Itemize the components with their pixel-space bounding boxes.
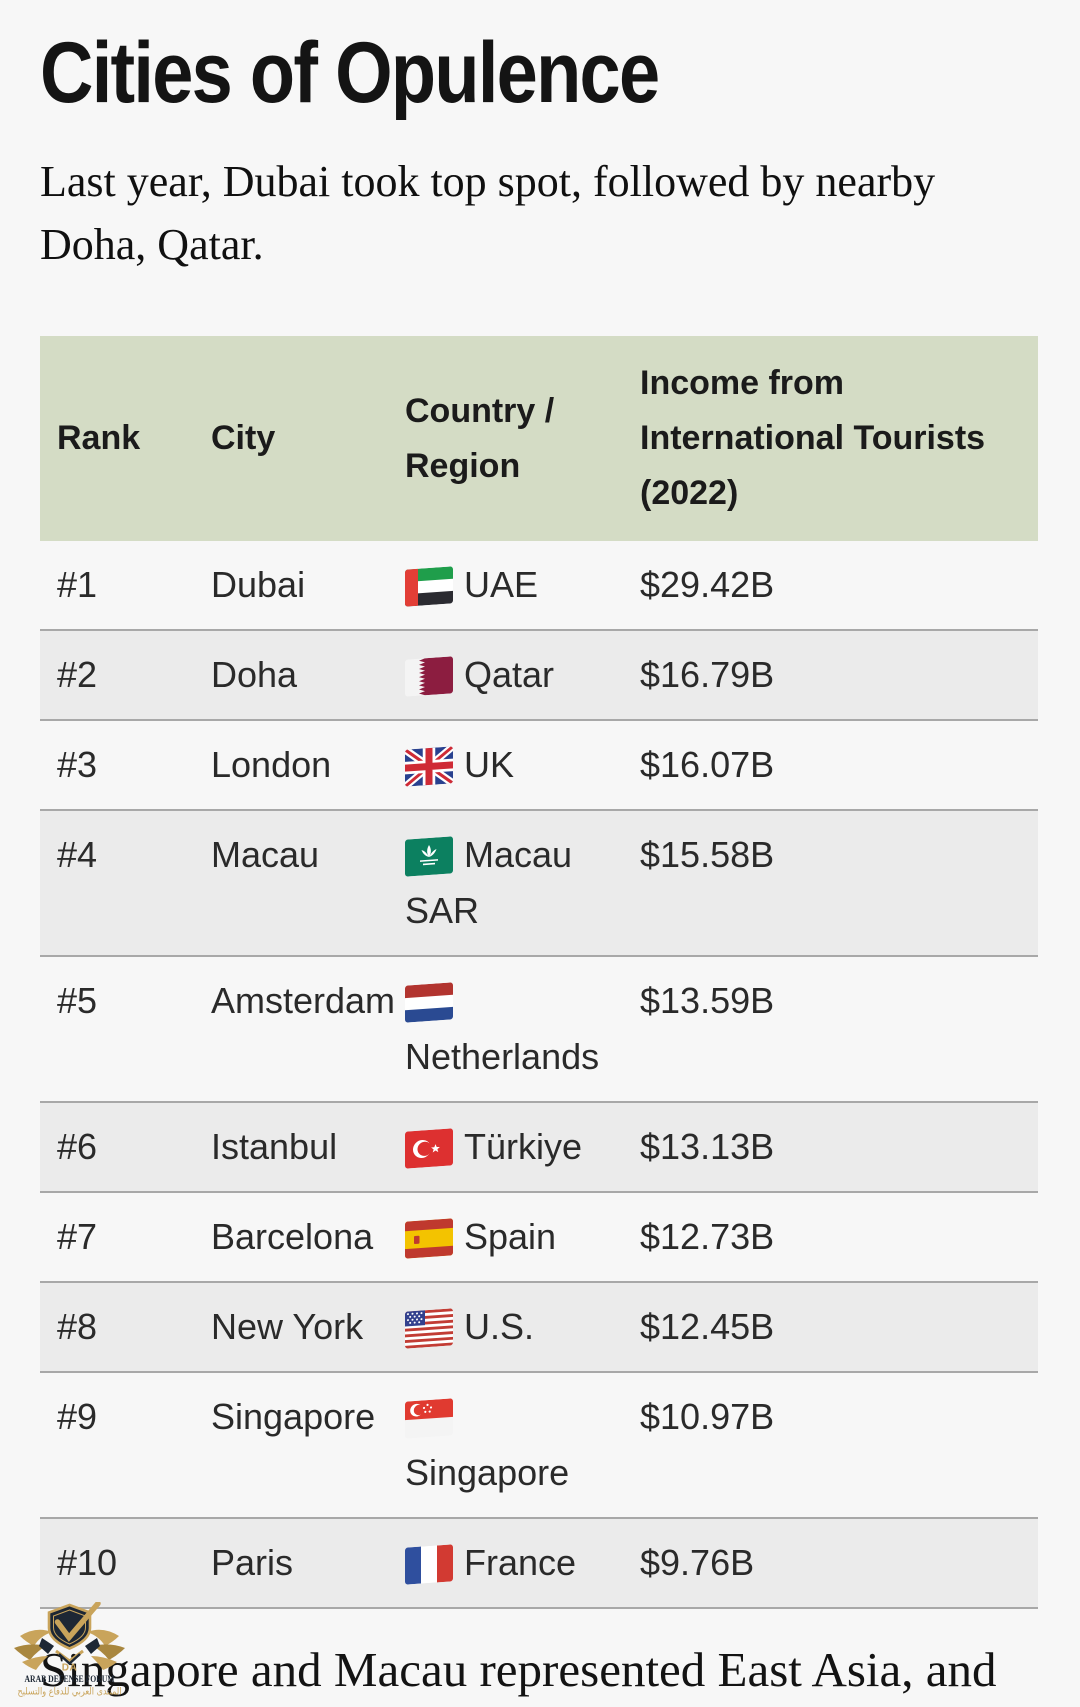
- income-cell: $13.59B: [640, 980, 775, 1021]
- income-cell: $10.97B: [640, 1396, 775, 1437]
- rank-cell: #2: [40, 629, 194, 721]
- page-title: Cities of Opulence: [40, 25, 660, 121]
- table-row: #2 Doha Qatar $16.79B: [40, 629, 1038, 721]
- rank-cell: #9: [57, 1396, 98, 1437]
- watermark-monogram: DA: [62, 1663, 77, 1674]
- income-cell: $12.73B: [640, 1216, 775, 1257]
- table-row: #8 New York U.S. $12.45B: [40, 1281, 1038, 1373]
- country-cell: U.S.: [388, 1281, 623, 1373]
- country-label: Qatar: [464, 654, 555, 695]
- header-row: Rank City Country / Region Income from I…: [40, 336, 1038, 541]
- rank-cell: #1: [57, 564, 98, 605]
- country-label: UK: [464, 744, 515, 785]
- city-cell: London: [211, 744, 332, 785]
- country-cell: Singapore: [388, 1372, 623, 1518]
- arab-defense-forum-watermark: DA ARAB DEFENSE FORUM المنتدى العربي للد…: [12, 1600, 127, 1702]
- city-cell: Paris: [194, 1517, 388, 1609]
- city-cell: Istanbul: [194, 1101, 388, 1193]
- income-cell: $13.13B: [623, 1101, 1038, 1193]
- table-row: #9 Singapore Singapore $10.97B: [40, 1372, 1038, 1518]
- table-row: #5 Amsterdam Netherlands $13.59B: [40, 956, 1038, 1102]
- income-cell: $9.76B: [623, 1517, 1038, 1609]
- city-cell: Macau: [194, 809, 388, 957]
- country-label: Macau SAR: [405, 834, 573, 931]
- country-label: U.S.: [464, 1306, 535, 1347]
- country-cell: Qatar: [388, 629, 623, 721]
- column-header-rank: Rank: [40, 336, 194, 541]
- forum-logo-icon: DA ARAB DEFENSE FORUM المنتدى العربي للد…: [14, 1600, 125, 1698]
- table-row: #7 Barcelona Spain $12.73B: [40, 1192, 1038, 1282]
- rank-cell: #7: [57, 1216, 98, 1257]
- income-cell: $12.45B: [623, 1281, 1038, 1373]
- flag-uae-icon: [405, 566, 453, 607]
- income-cell: $15.58B: [623, 809, 1038, 957]
- article-content: Cities of Opulence Last year, Dubai took…: [0, 30, 1080, 1701]
- city-cell: Doha: [194, 629, 388, 721]
- column-header-income: Income from International Tourists (2022…: [623, 336, 1038, 541]
- table-row: #3 London UK $16.07B: [40, 720, 1038, 810]
- table-body: #1 Dubai UAE $29.42B #2 Doha Qatar $16.7…: [40, 541, 1038, 1609]
- income-cell: $16.07B: [640, 744, 775, 785]
- country-label: Spain: [464, 1216, 557, 1257]
- flag-france-icon: [405, 1544, 453, 1585]
- city-cell: Barcelona: [211, 1216, 374, 1257]
- watermark-arabic-text: المنتدى العربي للدفاع والتسليح: [18, 1687, 122, 1698]
- city-cell: Dubai: [211, 564, 306, 605]
- watermark-name: ARAB DEFENSE FORUM: [25, 1674, 115, 1684]
- rank-cell: #5: [57, 980, 98, 1021]
- table-row: #4 Macau Macau SAR $15.58B: [40, 809, 1038, 957]
- country-cell: UK: [388, 720, 623, 810]
- country-label: UAE: [464, 564, 539, 605]
- flag-netherlands-icon: [405, 982, 453, 1023]
- table-row: #10 Paris France $9.76B: [40, 1517, 1038, 1609]
- country-cell: UAE: [388, 541, 623, 630]
- rank-cell: #10: [40, 1517, 194, 1609]
- country-label: Netherlands: [405, 1036, 600, 1077]
- table-header: Rank City Country / Region Income from I…: [40, 336, 1038, 541]
- table-row: #6 Istanbul Türkiye $13.13B: [40, 1101, 1038, 1193]
- column-header-country: Country / Region: [388, 336, 623, 541]
- city-cell: Singapore: [211, 1396, 376, 1437]
- city-cell: Amsterdam: [211, 980, 396, 1021]
- column-header-city: City: [194, 336, 388, 541]
- income-cell: $29.42B: [640, 564, 775, 605]
- country-cell: Netherlands: [388, 956, 623, 1102]
- country-cell: Türkiye: [388, 1101, 623, 1193]
- country-cell: Spain: [388, 1192, 623, 1282]
- table-row: #1 Dubai UAE $29.42B: [40, 541, 1038, 630]
- country-cell: Macau SAR: [388, 809, 623, 957]
- flag-singapore-icon: [405, 1398, 453, 1439]
- country-label: Türkiye: [464, 1126, 583, 1167]
- rank-cell: #3: [57, 744, 98, 785]
- article-subtitle: Last year, Dubai took top spot, followed…: [40, 157, 936, 269]
- footer-paragraph: Singapore and Macau represented East Asi…: [40, 1642, 997, 1697]
- rank-cell: #8: [40, 1281, 194, 1373]
- rank-cell: #6: [40, 1101, 194, 1193]
- country-cell: France: [388, 1517, 623, 1609]
- flag-macau-icon: [405, 836, 453, 877]
- opulence-table: Rank City Country / Region Income from I…: [40, 336, 1038, 1609]
- flag-spain-icon: [405, 1218, 453, 1259]
- flag-qatar-icon: [405, 656, 453, 697]
- flag-uk-icon: [405, 746, 453, 787]
- income-cell: $16.79B: [623, 629, 1038, 721]
- city-cell: New York: [194, 1281, 388, 1373]
- rank-cell: #4: [40, 809, 194, 957]
- country-label: France: [464, 1542, 577, 1583]
- flag-us-icon: [405, 1308, 453, 1349]
- country-label: Singapore: [405, 1452, 570, 1493]
- flag-turkiye-icon: [405, 1128, 453, 1169]
